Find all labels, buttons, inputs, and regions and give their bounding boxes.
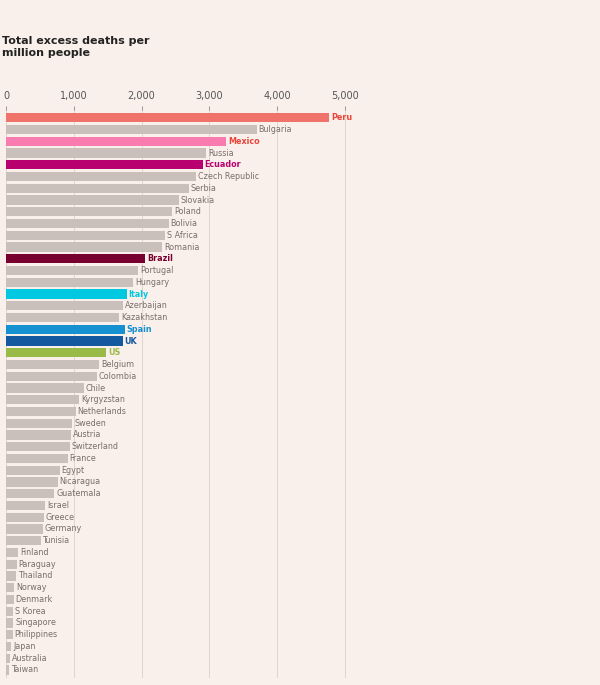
Bar [6,242,162,251]
Text: Portugal: Portugal [140,266,173,275]
Text: Chile: Chile [86,384,106,393]
Bar [6,360,99,369]
Bar [6,266,138,275]
Text: Mexico: Mexico [228,137,260,146]
Text: Germany: Germany [44,525,82,534]
Bar [6,290,127,299]
Text: Greece: Greece [46,512,75,522]
Bar [6,595,14,604]
Text: Hungary: Hungary [136,278,169,287]
Text: Poland: Poland [174,208,201,216]
Text: Azerbaijan: Azerbaijan [124,301,167,310]
Text: Israel: Israel [47,501,69,510]
Text: Spain: Spain [127,325,152,334]
Bar [6,501,46,510]
Bar [6,642,11,651]
Bar [6,630,13,639]
Text: Finland: Finland [20,548,48,557]
Text: Ecuador: Ecuador [205,160,241,169]
Text: Brazil: Brazil [147,254,173,263]
Bar [6,125,257,134]
Bar [6,113,329,123]
Text: Bolivia: Bolivia [170,219,197,228]
Text: Slovakia: Slovakia [181,195,215,205]
Bar [6,512,44,522]
Bar [6,219,169,228]
Text: Tunisia: Tunisia [43,536,70,545]
Text: Philippines: Philippines [14,630,58,639]
Bar [6,301,122,310]
Bar [6,525,43,534]
Bar [6,548,18,557]
Bar [6,137,226,146]
Text: Russia: Russia [208,149,233,158]
Text: Peru: Peru [331,113,352,123]
Bar [6,395,79,404]
Text: Guatemala: Guatemala [56,489,101,498]
Bar [6,619,13,627]
Text: Kazakhstan: Kazakhstan [121,313,167,322]
Bar [6,419,73,428]
Text: Bulgaria: Bulgaria [259,125,292,134]
Bar [6,407,76,416]
Text: Egypt: Egypt [61,466,85,475]
Bar [6,208,172,216]
Bar [6,184,189,193]
Text: Netherlands: Netherlands [78,407,127,416]
Text: Singapore: Singapore [15,619,56,627]
Bar [6,348,106,358]
Bar [6,313,119,322]
Text: Austria: Austria [73,430,101,440]
Bar [6,325,125,334]
Text: Thailand: Thailand [18,571,52,580]
Text: Serbia: Serbia [191,184,217,192]
Text: S Africa: S Africa [167,231,198,240]
Text: Norway: Norway [16,583,47,593]
Text: Belgium: Belgium [101,360,134,369]
Text: Japan: Japan [13,642,35,651]
Text: Romania: Romania [164,242,199,251]
Text: Paraguay: Paraguay [19,560,56,569]
Bar [6,583,14,593]
Bar [6,477,58,486]
Bar [6,560,17,569]
Bar [6,653,10,663]
Bar [6,231,165,240]
Bar [6,372,97,381]
Bar [6,454,68,463]
Text: Total excess deaths per
million people: Total excess deaths per million people [2,36,150,58]
Text: Italy: Italy [128,290,149,299]
Text: Sweden: Sweden [74,419,106,427]
Bar [6,254,145,263]
Bar [6,277,133,287]
Bar [6,607,13,616]
Bar [6,172,196,181]
Text: Denmark: Denmark [16,595,53,604]
Bar [6,430,71,440]
Text: Colombia: Colombia [99,372,137,381]
Bar [6,466,59,475]
Bar [6,665,10,675]
Bar [6,195,179,205]
Text: Czech Republic: Czech Republic [197,172,259,181]
Text: Taiwan: Taiwan [11,665,38,675]
Bar [6,536,41,545]
Text: Switzerland: Switzerland [71,443,119,451]
Text: Kyrgyzstan: Kyrgyzstan [81,395,125,404]
Bar [6,442,70,451]
Text: Nicaragua: Nicaragua [59,477,101,486]
Bar [6,489,54,498]
Text: France: France [70,454,97,463]
Bar [6,571,16,580]
Text: UK: UK [124,336,137,345]
Text: US: US [108,348,121,358]
Bar [6,384,84,393]
Bar [6,160,203,169]
Text: S Korea: S Korea [16,607,46,616]
Bar [6,336,122,346]
Text: Australia: Australia [13,653,48,662]
Bar [6,149,206,158]
